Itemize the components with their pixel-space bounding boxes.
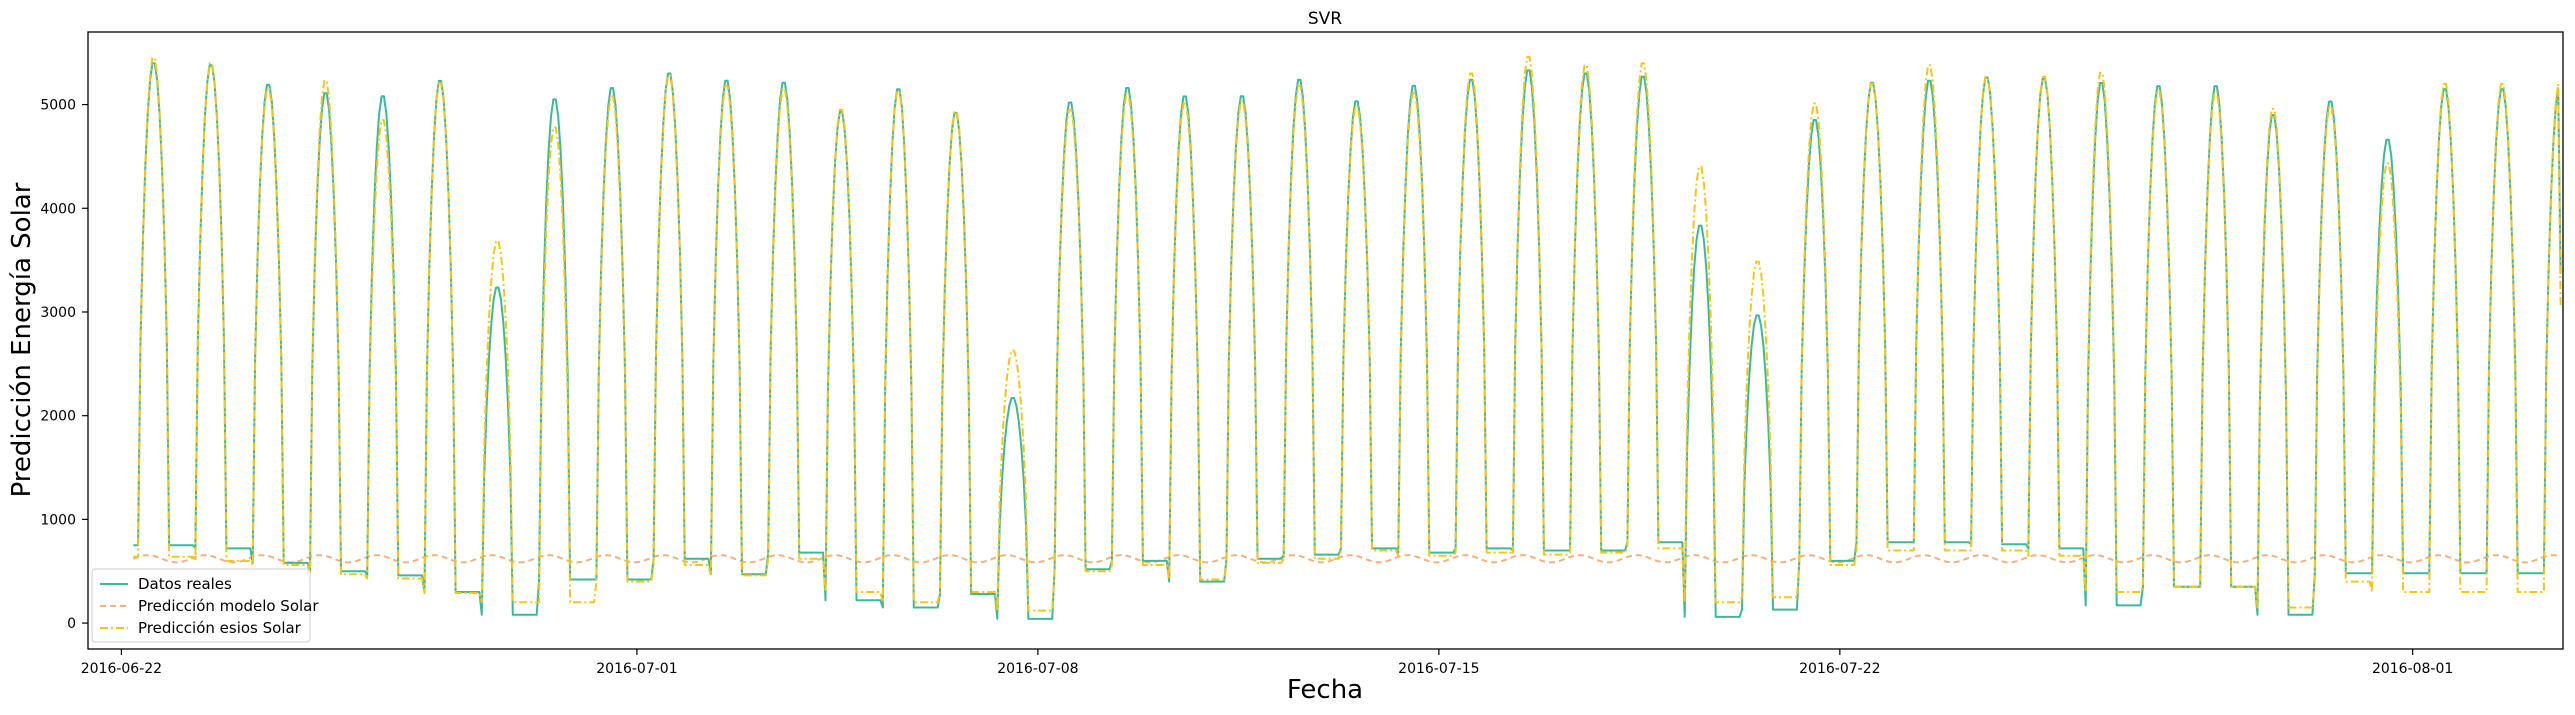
x-tick-label: 2016-08-01 [2372,661,2453,677]
x-tick-label: 2016-07-08 [997,661,1078,677]
series-line-predicci-n-esios-solar [133,56,2562,612]
y-tick-label: 3000 [40,305,76,321]
y-axis-title: Predicción Energía Solar [7,182,37,497]
x-tick-label: 2016-07-15 [1398,661,1479,677]
y-tick-label: 4000 [40,201,76,217]
legend-label-prediccion-esios: Predicción esios Solar [138,619,302,637]
series-line-predicci-n-modelo-solar [132,554,2561,564]
y-tick-label: 0 [67,616,76,632]
legend-box [91,568,311,643]
x-axis-title: Fecha [1287,675,1363,705]
y-axis: 0 1000 2000 3000 4000 5000 [40,98,88,632]
x-axis: 2016-06-22 2016-07-01 2016-07-08 2016-07-15… [81,649,2453,677]
plot-lines [132,56,2562,620]
legend: Datos reales Predicción modelo Solar Pre… [91,568,319,643]
plot-frame [87,31,2564,650]
y-tick-label: 1000 [40,512,76,528]
x-tick-label: 2016-07-22 [1799,661,1880,677]
x-tick-label: 2016-07-01 [596,661,677,677]
y-tick-label: 2000 [40,409,76,425]
y-tick-label: 5000 [40,98,76,114]
x-tick-label: 2016-06-22 [81,661,162,677]
legend-label-prediccion-modelo: Predicción modelo Solar [138,597,319,615]
chart-title: SVR [1308,9,1342,29]
legend-label-datos-reales: Datos reales [138,575,232,593]
